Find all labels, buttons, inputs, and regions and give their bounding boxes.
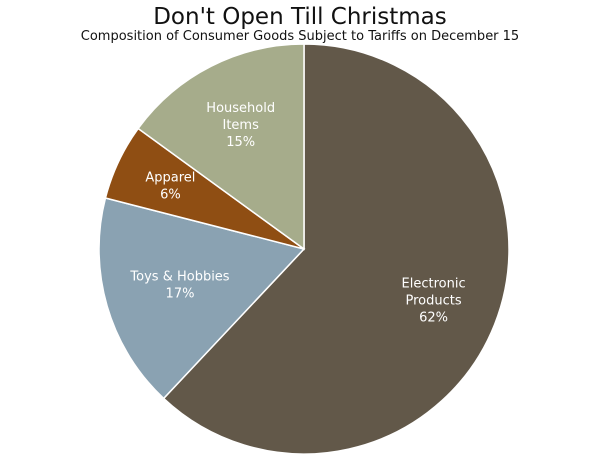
pie-slice-electronic-products (162, 43, 510, 455)
slice-name-toys-hobbies: Toys & Hobbies (129, 270, 229, 285)
slice-label-apparel: Apparel 6% (145, 171, 195, 203)
slice-name-household-items: Household (206, 101, 275, 116)
slice-name-electronic-products: Electronic (402, 276, 466, 291)
pie-slices (98, 43, 510, 455)
slice-name-household-items: Items (223, 118, 260, 133)
pie-slice-household-items (137, 43, 305, 251)
slice-value-household-items: 15% (226, 135, 255, 150)
chart-title: Don't Open Till Christmas (153, 4, 447, 30)
pie-labels: Electronic Products 62% Toys & Hobbies 17% Ap… (129, 101, 465, 325)
slice-label-electronic-products: Electronic Products 62% (402, 276, 466, 325)
slice-label-household-items: Household Items 15% (206, 101, 275, 150)
slice-name-apparel: Apparel (145, 171, 195, 186)
slice-value-toys-hobbies: 17% (166, 287, 195, 302)
slice-name-electronic-products: Products (406, 293, 462, 308)
slice-value-apparel: 6% (160, 188, 181, 203)
pie-slice-toys-hobbies (98, 197, 306, 400)
chart-subtitle: Composition of Consumer Goods Subject to… (80, 29, 520, 44)
slice-label-toys-hobbies: Toys & Hobbies 17% (129, 270, 229, 302)
slice-value-electronic-products: 62% (419, 310, 448, 325)
